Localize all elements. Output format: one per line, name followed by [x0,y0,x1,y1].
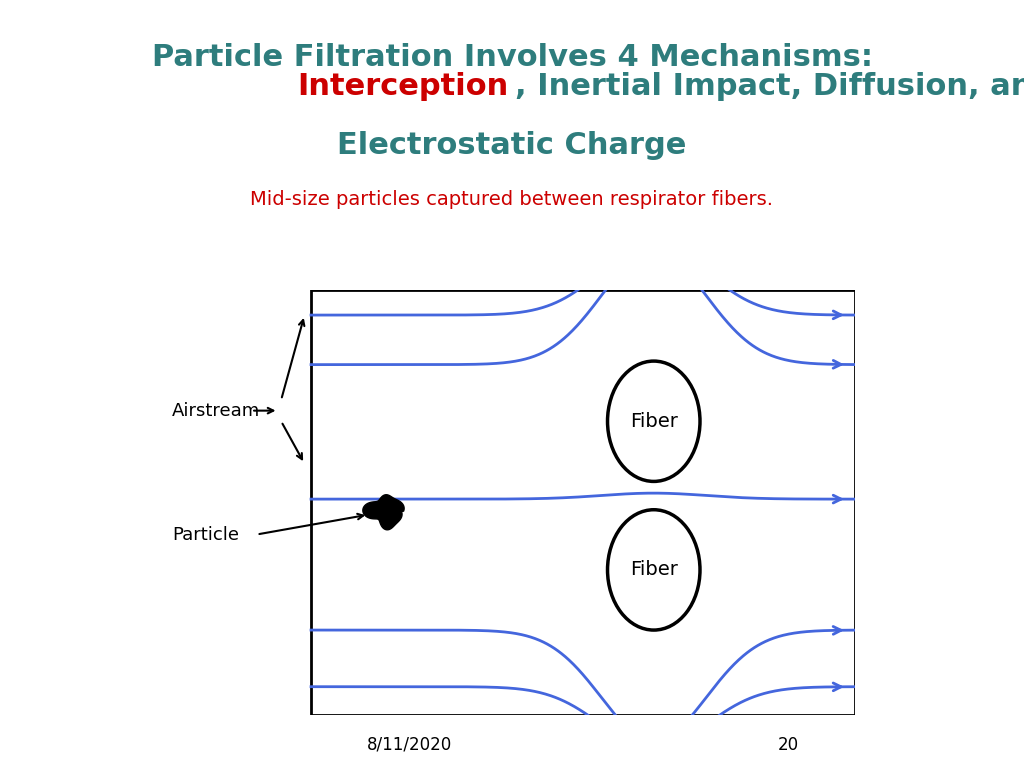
Text: Fiber: Fiber [630,561,678,579]
Text: Particle Filtration Involves 4 Mechanisms:: Particle Filtration Involves 4 Mechanism… [152,43,872,72]
Text: 8/11/2020: 8/11/2020 [367,736,453,754]
Text: Airstream: Airstream [172,402,260,419]
Circle shape [607,510,700,630]
Bar [311,290,855,715]
Circle shape [607,361,700,482]
Polygon shape [362,495,404,530]
Text: Mid-size particles captured between respirator fibers.: Mid-size particles captured between resp… [251,190,773,209]
Text: , Inertial Impact, Diffusion, and: , Inertial Impact, Diffusion, and [515,72,1024,101]
Text: Interception: Interception [298,72,509,101]
Text: Electrostatic Charge: Electrostatic Charge [337,131,687,161]
Text: Fiber: Fiber [630,412,678,431]
Text: 20: 20 [778,736,799,754]
Text: Particle: Particle [172,525,240,544]
